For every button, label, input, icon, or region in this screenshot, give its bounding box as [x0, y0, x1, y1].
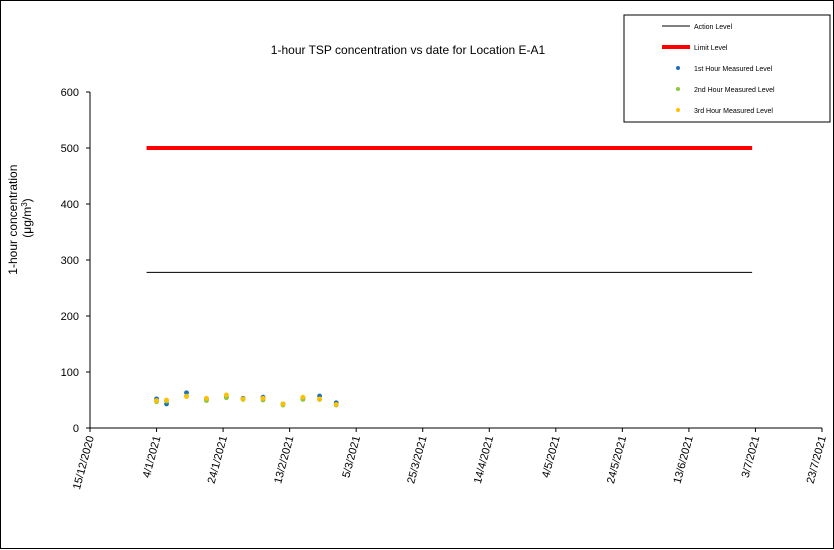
x-tick-label: 25/3/2021	[405, 435, 429, 485]
y-axis-label-line2-sup: 3	[20, 202, 29, 207]
chart-title: 1-hour TSP concentration vs date for Loc…	[271, 43, 546, 57]
legend-box	[623, 14, 831, 123]
y-tick-label: 400	[61, 199, 79, 211]
y-axis-label-line2-prefix: (μg/m	[20, 207, 34, 238]
data-point-series-3	[333, 402, 339, 407]
x-tick-label: 5/3/2021	[340, 435, 363, 479]
data-point-series-1	[184, 390, 189, 396]
data-point-series-3	[280, 401, 286, 407]
x-tick-label: 24/1/2021	[206, 435, 230, 485]
y-axis-label-line2-suffix: )	[20, 198, 34, 202]
data-point-series-3	[224, 392, 229, 398]
x-tick-label: 23/7/2021	[805, 435, 829, 485]
data-point-series-3	[260, 395, 266, 401]
legend-marker-series-2	[676, 87, 680, 91]
x-tick-label: 24/5/2021	[605, 435, 629, 485]
y-tick-label: 0	[73, 423, 79, 435]
x-tick-label: 4/5/2021	[540, 435, 563, 479]
legend-label-series-1: 1st Hour Measured Level	[694, 66, 773, 73]
legend: Action Level Limit Level 1st Hour Measur…	[623, 14, 831, 123]
data-point-series-3	[300, 394, 306, 400]
x-tick-label: 3/7/2021	[740, 435, 763, 479]
x-tick-label: 14/4/2021	[472, 435, 496, 485]
data-point-series-3	[204, 395, 209, 401]
y-tick-label: 300	[61, 255, 79, 267]
x-tick-label: 4/1/2021	[141, 435, 164, 479]
legend-label-series-2: 2nd Hour Measured Level	[694, 87, 775, 94]
y-tick-label: 200	[61, 311, 79, 323]
legend-label-series-3: 3rd Hour Measured Level	[694, 108, 773, 115]
legend-marker-series-1	[676, 66, 680, 70]
data-point-series-3	[164, 397, 169, 403]
y-axis-label: 1-hour concentration (μg/m3)	[6, 161, 34, 274]
y-tick-label: 100	[61, 367, 79, 379]
data-point-series-3	[154, 398, 159, 403]
y-tick-label: 600	[61, 87, 79, 99]
y-tick-label: 500	[61, 143, 79, 155]
legend-label-action-level: Action Level	[694, 24, 733, 31]
x-tick-label: 13/6/2021	[672, 435, 696, 485]
data-point-series-3	[184, 394, 189, 400]
plot-area: 0 100 200 300 400 500 600 15/12/2020 4/1/2021 24/…	[61, 87, 829, 491]
data-point-series-3	[240, 396, 246, 402]
data-point-series-3	[317, 396, 322, 402]
y-axis-label-line1: 1-hour concentration	[6, 165, 20, 275]
x-tick-label: 13/2/2021	[272, 435, 296, 485]
x-tick-label: 15/12/2020	[71, 435, 97, 491]
legend-marker-series-3	[676, 108, 680, 112]
legend-label-limit-level: Limit Level	[694, 45, 728, 52]
